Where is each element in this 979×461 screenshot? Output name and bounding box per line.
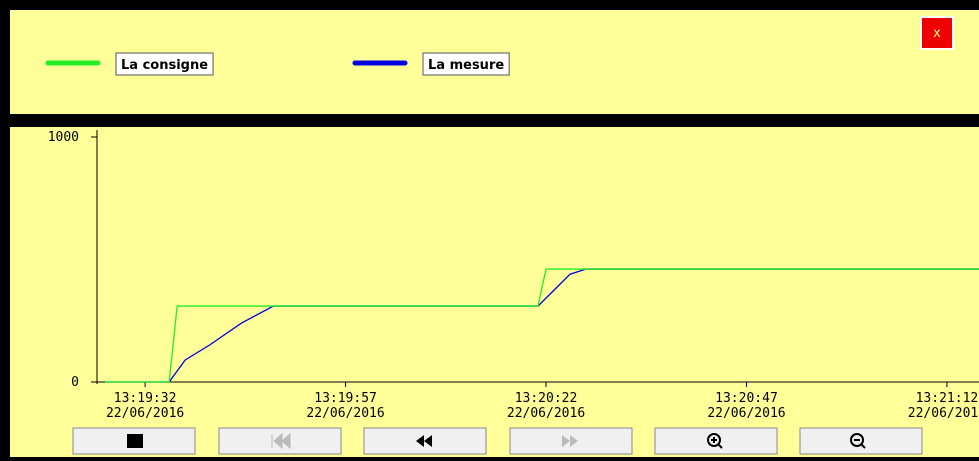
x-tick-label: 13:19:32 bbox=[114, 391, 177, 406]
legend-box bbox=[422, 52, 510, 76]
x-tick-label: 13:21:12 bbox=[916, 391, 979, 406]
x-tick-date: 22/06/2016 bbox=[707, 406, 785, 421]
zoom-out-icon-mark bbox=[854, 439, 866, 449]
x-tick-date: 22/06/2016 bbox=[507, 406, 585, 421]
toolbar bbox=[72, 427, 923, 455]
x-tick-label: 13:20:47 bbox=[715, 391, 778, 406]
legend-box bbox=[115, 52, 214, 76]
zoom-out-icon bbox=[850, 433, 864, 447]
y-tick-label: 1000 bbox=[48, 130, 79, 145]
zoom-out-button[interactable] bbox=[799, 427, 923, 455]
zoom-in-icon-mark bbox=[711, 437, 723, 449]
series-line bbox=[105, 268, 979, 383]
x-tick-date: 22/06/2016 bbox=[306, 406, 384, 421]
x-tick-label: 13:19:57 bbox=[314, 391, 377, 406]
close-label: x bbox=[933, 26, 941, 41]
first-icon bbox=[271, 432, 291, 450]
close-button[interactable] bbox=[920, 16, 954, 50]
stop-icon bbox=[127, 434, 143, 448]
legend-label: La mesure bbox=[428, 58, 504, 73]
x-tick-date: 22/06/2016 bbox=[908, 406, 979, 421]
back-icon bbox=[416, 435, 432, 447]
zoom-in-icon bbox=[707, 433, 721, 447]
x-tick-date: 22/06/2016 bbox=[106, 406, 184, 421]
legend: La consigne La mesure bbox=[45, 52, 510, 76]
forward-icon bbox=[562, 435, 578, 447]
legend-label: La consigne bbox=[121, 58, 208, 73]
x-tick-label: 13:20:22 bbox=[515, 391, 578, 406]
chart-panel bbox=[10, 127, 979, 457]
y-tick-label: 0 bbox=[71, 375, 79, 390]
